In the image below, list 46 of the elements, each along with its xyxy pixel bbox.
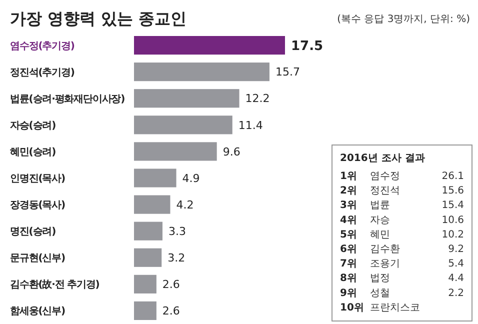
bar — [134, 301, 156, 320]
bar — [134, 36, 285, 55]
data-label: 11.4 — [238, 118, 263, 132]
y-tick-label: 명진(승려) — [10, 226, 56, 238]
bar — [134, 116, 232, 134]
text: 2위 정진석 15.6 — [340, 186, 464, 197]
data-label: 4.2 — [176, 198, 194, 212]
text: 6위 김수환 9.2 — [340, 244, 464, 255]
text: 3위 법륜 15.4 — [340, 200, 464, 212]
y-tick-label: 자승(승려) — [10, 120, 56, 132]
y-tick-label: 법륜(승려·평화재단이사장) — [10, 94, 125, 105]
y-tick-label: 정진석(추기경) — [10, 67, 74, 78]
data-label: 3.3 — [168, 224, 186, 238]
data-label: 15.7 — [275, 66, 300, 79]
text: 4위 자승 10.6 — [340, 214, 464, 226]
y-tick-label: 함세웅(신부) — [10, 306, 65, 318]
y-tick-label: 염수정(추기경) — [10, 40, 74, 52]
y-tick-label: 장경동(목사) — [10, 200, 65, 212]
bar — [134, 89, 240, 108]
y-tick-label: 혜민(승려) — [10, 146, 56, 158]
bar — [134, 274, 156, 294]
bar — [134, 62, 270, 82]
y-tick-label: 문규현(신부) — [10, 253, 65, 264]
data-label: 2.6 — [162, 304, 180, 318]
bar — [134, 142, 217, 161]
data-label: 12.2 — [245, 92, 270, 106]
text: (복수 응답 3명까지, 단위: %) — [337, 14, 470, 25]
text: 9위 성철 2.2 — [340, 288, 464, 299]
text: 5위 혜민 10.2 — [340, 229, 464, 240]
data-label: 17.5 — [291, 38, 324, 54]
data-label: 4.9 — [182, 172, 200, 185]
text: 10위 프란치스코 — [340, 302, 420, 314]
text: 2016년 조사 결과 — [340, 153, 425, 164]
bar — [134, 168, 176, 188]
data-label: 3.2 — [168, 251, 186, 264]
y-tick-label: 인명진(목사) — [10, 174, 65, 184]
bar — [134, 195, 170, 214]
bar — [134, 222, 162, 240]
text: 8위 법정 4.4 — [340, 273, 464, 284]
bar — [134, 248, 162, 267]
text: 1위 염수정 26.1 — [340, 171, 464, 182]
data-label: 9.6 — [222, 145, 240, 158]
y-tick-label: 김수환(故·전 추기경) — [10, 278, 100, 291]
chart-title: 가장 영향력 있는 종교인 — [10, 9, 187, 28]
text: 7위 조용기 5.4 — [340, 258, 464, 270]
data-label: 2.6 — [162, 278, 180, 292]
